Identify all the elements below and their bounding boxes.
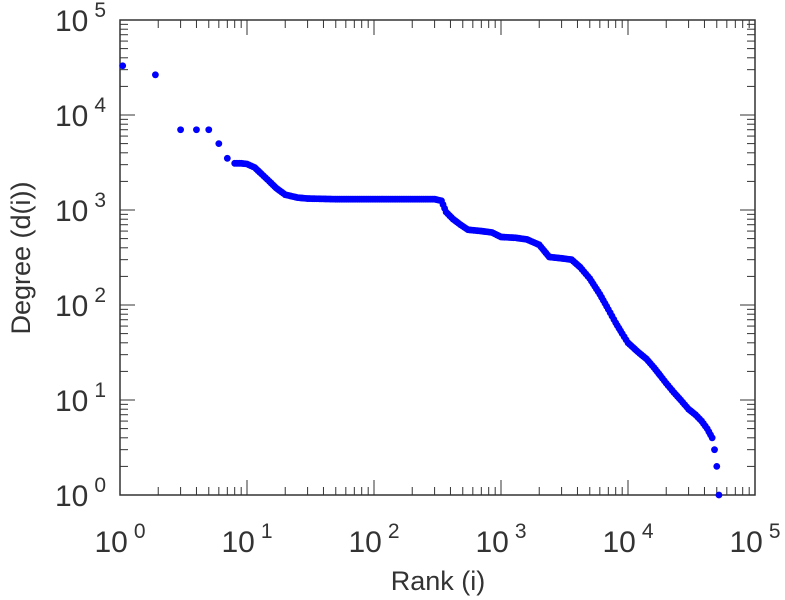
x-tick-label: 10 2	[348, 520, 399, 559]
x-tick-label: 10 5	[729, 520, 780, 559]
y-tick-label: 10 4	[55, 94, 106, 133]
y-tick-label: 10 1	[55, 379, 106, 418]
data-point	[715, 491, 723, 499]
data-point	[177, 126, 184, 134]
x-tick-label: 10 1	[221, 520, 272, 559]
x-tick-label: 10 3	[475, 520, 526, 559]
tick-marks	[119, 20, 755, 496]
y-axis-title: Degree (d(i))	[6, 181, 36, 334]
x-axis-title: Rank (i)	[391, 566, 486, 596]
data-point	[713, 463, 721, 470]
data-point	[223, 154, 231, 162]
y-tick-label: 10 0	[55, 474, 106, 513]
tick-labels: 10 0 10 1 10 2 10 3 10 4 10 5 10 0 10 1 10 2 10 3 10 4 10 5	[55, 0, 781, 559]
data-point	[215, 140, 223, 147]
data-points	[119, 62, 723, 499]
data-point	[205, 126, 213, 134]
y-tick-label: 10 3	[55, 189, 106, 228]
y-tick-label: 10 2	[55, 284, 106, 323]
data-point	[708, 434, 716, 442]
x-tick-label: 10 4	[602, 520, 653, 559]
x-tick-label: 10 0	[94, 520, 145, 559]
data-point	[711, 446, 718, 454]
data-point	[152, 71, 159, 79]
data-point	[119, 62, 127, 70]
plot-frame	[119, 19, 756, 496]
data-point	[193, 126, 200, 134]
y-tick-label: 10 5	[55, 0, 106, 38]
